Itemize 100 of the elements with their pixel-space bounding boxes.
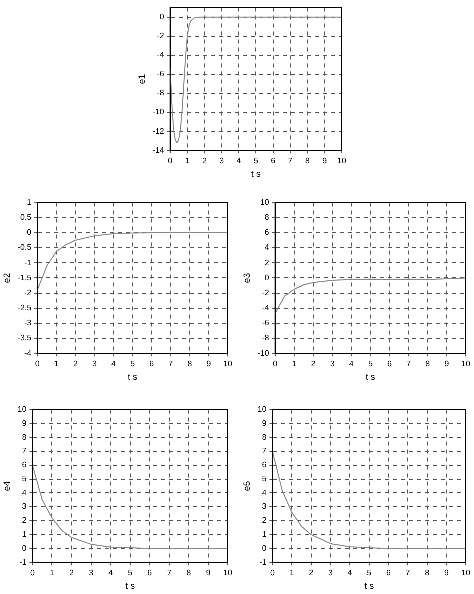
y-tick-label: 3 xyxy=(262,502,268,512)
y-tick-label: 5 xyxy=(262,474,268,484)
x-tick-label: 8 xyxy=(425,568,430,578)
y-tick-label: 1 xyxy=(262,530,268,540)
y-tick-label: -2 xyxy=(24,288,32,298)
y-tick-label: 5 xyxy=(22,474,28,484)
x-tick-label: 1 xyxy=(292,360,298,369)
x-tick-label: 9 xyxy=(444,360,450,369)
y-axis-title: e5 xyxy=(242,481,252,492)
y-tick-label: -4 xyxy=(24,348,32,358)
x-tick-label: 3 xyxy=(220,156,225,166)
y-tick-label: -6 xyxy=(262,318,270,328)
y-tick-label: 1 xyxy=(22,530,28,540)
y-tick-label: -14 xyxy=(152,146,165,155)
x-tick-label: 3 xyxy=(330,360,336,369)
x-tick-label: 7 xyxy=(406,568,411,578)
x-tick-label: 5 xyxy=(128,568,134,578)
y-tick-label: 0 xyxy=(160,12,165,22)
y-tick-label: -1 xyxy=(20,558,28,567)
x-tick-label: 5 xyxy=(367,568,372,578)
x-tick-label: 1 xyxy=(185,156,190,166)
x-tick-label: 8 xyxy=(426,360,431,369)
y-tick-label: 4 xyxy=(22,488,28,498)
x-axis-title: t s xyxy=(366,372,376,382)
x-tick-label: 7 xyxy=(406,360,412,369)
y-tick-label: 0 xyxy=(264,273,270,282)
y-tick-label: 9 xyxy=(22,418,28,428)
y-tick-label: 4 xyxy=(264,243,270,252)
y-axis-title: e2 xyxy=(2,273,12,284)
y-tick-label: 1 xyxy=(27,198,32,208)
x-tick-label: 1 xyxy=(290,568,295,578)
y-tick-label: -8 xyxy=(157,88,165,98)
y-axis-title: e3 xyxy=(242,273,252,284)
x-tick-label: 7 xyxy=(167,568,172,578)
x-tick-label: 9 xyxy=(206,360,212,369)
y-tick-label: 8 xyxy=(262,432,268,442)
y-tick-label: 10 xyxy=(258,405,268,414)
x-tick-label: 9 xyxy=(206,568,212,578)
x-axis-title: t s xyxy=(251,169,262,180)
x-tick-label: 1 xyxy=(50,568,55,578)
y-tick-label: 0.5 xyxy=(20,213,32,222)
x-tick-label: 10 xyxy=(338,156,347,166)
y-axis-title: e4 xyxy=(2,481,12,492)
x-axis-title: t s xyxy=(126,581,136,592)
y-tick-label: -2 xyxy=(157,32,165,41)
y-tick-label: -10 xyxy=(258,348,270,358)
y-tick-label: 8 xyxy=(264,213,270,222)
x-tick-label: 2 xyxy=(309,568,314,578)
y-tick-label: 6 xyxy=(22,460,28,470)
x-tick-label: 5 xyxy=(130,360,136,369)
y-tick-label: 7 xyxy=(262,446,268,456)
x-tick-label: 10 xyxy=(462,360,471,369)
y-tick-label: -1 xyxy=(260,558,268,567)
x-tick-label: 2 xyxy=(70,568,75,578)
x-tick-label: 4 xyxy=(349,360,354,369)
x-tick-label: 9 xyxy=(322,156,328,166)
y-tick-label: 6 xyxy=(264,228,270,238)
y-tick-label: 3 xyxy=(22,502,28,512)
x-tick-label: 2 xyxy=(311,360,316,369)
y-tick-label: -4 xyxy=(157,50,165,60)
x-tick-label: 4 xyxy=(348,568,353,578)
x-tick-label: 8 xyxy=(186,568,192,578)
x-tick-label: 2 xyxy=(73,360,78,369)
x-tick-label: 8 xyxy=(188,360,193,369)
y-tick-label: -3.5 xyxy=(18,334,32,343)
y-tick-label: 0 xyxy=(262,544,268,553)
y-tick-label: -3 xyxy=(24,318,32,328)
y-tick-label: -2 xyxy=(262,288,270,298)
y-tick-label: 10 xyxy=(18,405,28,414)
x-tick-label: 4 xyxy=(112,360,117,369)
x-tick-label: 10 xyxy=(224,360,233,369)
x-tick-label: 10 xyxy=(224,568,233,578)
y-tick-label: -12 xyxy=(152,126,165,136)
x-tick-label: 6 xyxy=(386,568,392,578)
y-tick-label: -2.5 xyxy=(18,304,32,313)
x-tick-label: 4 xyxy=(108,568,114,578)
y-tick-label: -6 xyxy=(157,70,165,79)
y-tick-label: 2 xyxy=(264,258,270,268)
y-axis-title: e1 xyxy=(136,74,147,84)
y-tick-label: 4 xyxy=(262,488,268,498)
y-tick-label: 2 xyxy=(262,516,268,526)
y-tick-label: -10 xyxy=(152,108,165,117)
y-tick-label: 7 xyxy=(22,446,28,456)
x-tick-label: 7 xyxy=(288,156,294,166)
y-tick-label: -1 xyxy=(24,258,32,268)
y-tick-label: 0 xyxy=(22,544,28,553)
y-tick-label: 9 xyxy=(262,418,268,428)
x-axis-title: t s xyxy=(128,372,138,382)
y-tick-label: 0 xyxy=(27,228,32,238)
y-tick-label: -4 xyxy=(262,304,270,313)
y-tick-label: 2 xyxy=(22,516,28,526)
x-tick-label: 3 xyxy=(328,568,334,578)
x-tick-label: 1 xyxy=(54,360,60,369)
x-tick-label: 6 xyxy=(388,360,393,369)
x-tick-label: 5 xyxy=(368,360,374,369)
y-tick-label: -8 xyxy=(262,334,270,343)
x-axis-title: t s xyxy=(364,581,375,592)
x-tick-label: 0 xyxy=(273,360,278,369)
x-tick-label: 4 xyxy=(236,156,242,166)
x-tick-label: 3 xyxy=(89,568,94,578)
